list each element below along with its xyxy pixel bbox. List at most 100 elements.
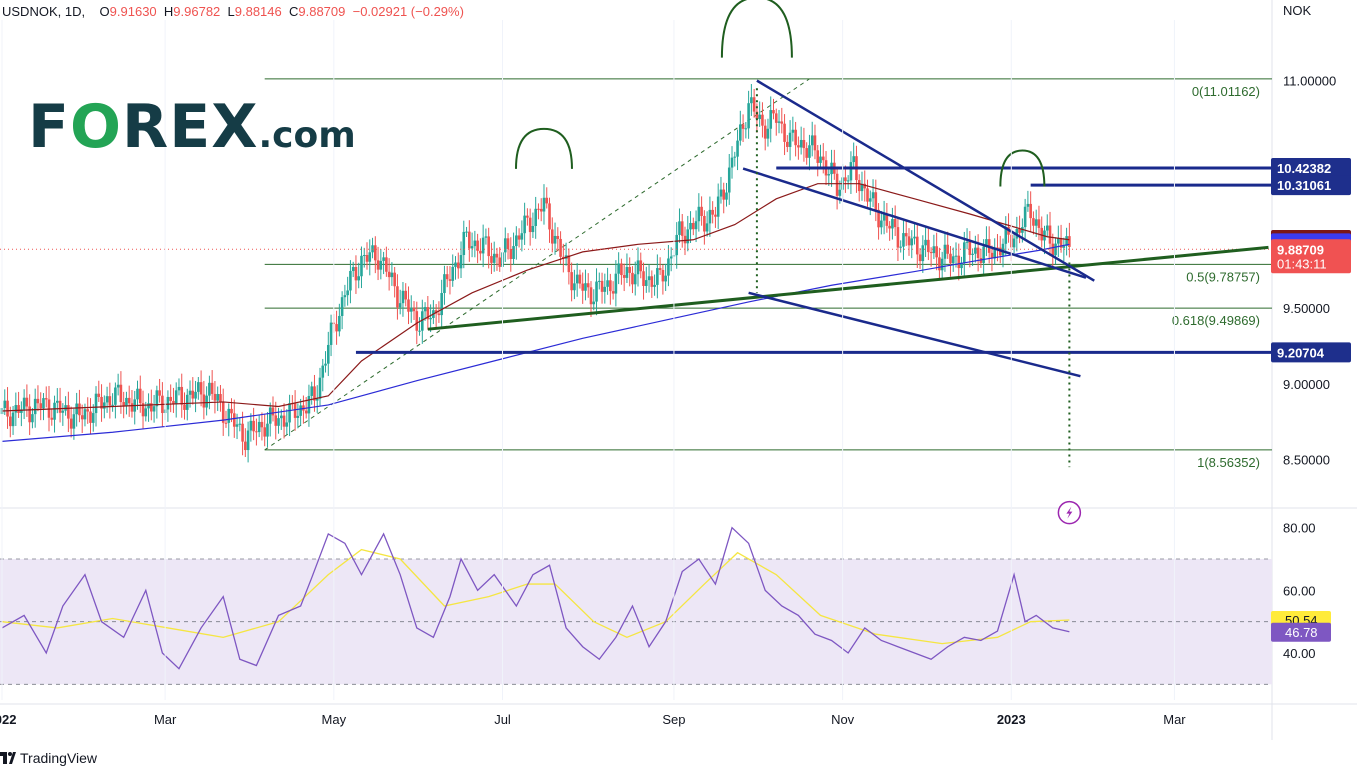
candle-body [1040, 227, 1044, 241]
candle-body [235, 424, 239, 427]
candle-body [144, 408, 148, 417]
candle-body [910, 238, 914, 246]
candle-body [108, 396, 112, 406]
candle-body [33, 398, 37, 415]
candle-body [17, 405, 20, 413]
candle-body [407, 299, 410, 312]
candle-body [741, 124, 745, 129]
candle-body [42, 398, 45, 409]
candle-body [976, 247, 980, 258]
high-label: H [163, 4, 174, 19]
candle-body [340, 297, 344, 316]
candle-body [172, 401, 175, 405]
candle-body [772, 110, 775, 114]
candle-body [766, 128, 770, 139]
candle-body [221, 402, 225, 423]
candle-body [722, 189, 726, 200]
candle-body [1018, 228, 1021, 233]
candle-body [780, 121, 784, 124]
candle-body [376, 260, 380, 270]
price-tick-label: 8.50000 [1283, 453, 1330, 468]
candle-body [465, 231, 468, 233]
candle-body [412, 307, 416, 312]
candle-body [401, 290, 405, 304]
candle-body [929, 252, 933, 254]
candle-body [216, 394, 219, 401]
candle-body [534, 208, 537, 227]
candle-body [114, 387, 117, 405]
candle-body [1062, 245, 1066, 248]
candle-body [689, 222, 692, 230]
candle-body [20, 409, 23, 413]
candle-body [725, 192, 728, 200]
fib-diagonal [264, 78, 810, 451]
candle-body [158, 390, 161, 396]
tradingview-footer[interactable]: TradingView [0, 750, 97, 766]
candle-body [498, 257, 502, 267]
candle-body [600, 280, 604, 292]
candle-body [739, 124, 742, 141]
close-value: 9.88709 [298, 4, 346, 19]
candle-body [719, 189, 723, 197]
price-tag [1271, 239, 1351, 274]
candle-body [456, 262, 460, 269]
candle-body [581, 283, 584, 291]
candle-body [304, 410, 308, 414]
candle-body [982, 246, 985, 263]
candle-body [227, 408, 231, 423]
candle-body [130, 403, 134, 412]
candle-body [835, 173, 839, 196]
countdown-label: 01:43:11 [1277, 256, 1327, 271]
price-tag [1271, 175, 1351, 196]
candle-body [199, 382, 203, 395]
candle-body [943, 244, 947, 259]
candle-body [315, 398, 319, 401]
candle-body [351, 267, 355, 271]
candle-body [343, 295, 347, 298]
candle-body [797, 145, 800, 148]
candle-body [589, 287, 593, 305]
candle-body [393, 272, 396, 287]
candle-body [1059, 238, 1063, 248]
candle-body [313, 386, 316, 401]
candle-body [279, 415, 283, 419]
candle-body [415, 311, 419, 331]
candle-body [636, 260, 640, 275]
candle-body [25, 397, 29, 407]
candle-body [371, 245, 374, 253]
candle-body [6, 400, 9, 417]
candle-body [714, 214, 717, 217]
candle-body [940, 258, 944, 271]
candle-body [28, 406, 31, 423]
candle-body [208, 382, 211, 396]
candle-body [67, 405, 70, 419]
candle-body [509, 248, 513, 259]
candle-body [404, 290, 408, 300]
candle-body [783, 123, 786, 142]
candle-body [808, 145, 811, 158]
candle-body [390, 272, 394, 278]
rsi-band [0, 559, 1272, 685]
candle-body [255, 431, 258, 433]
change-value: −0.02921 (−0.29%) [352, 4, 464, 19]
candle-body [136, 388, 139, 400]
low-label: L [227, 4, 235, 19]
candle-body [462, 231, 466, 256]
candle-body [985, 239, 988, 247]
candle-body [686, 229, 690, 244]
candle-body [705, 223, 709, 232]
candle-body [335, 324, 338, 332]
candle-body [53, 402, 56, 420]
candle-body [484, 236, 488, 238]
candle-body [758, 114, 761, 120]
candle-body [468, 231, 471, 249]
candle-body [1001, 243, 1005, 256]
candle-body [368, 252, 372, 262]
candle-body [241, 423, 244, 442]
symbol-label[interactable]: USDNOK, 1D, [2, 4, 86, 19]
candle-body [426, 307, 430, 320]
candle-body [642, 271, 645, 286]
candle-body [86, 409, 90, 412]
candle-body [880, 220, 883, 228]
